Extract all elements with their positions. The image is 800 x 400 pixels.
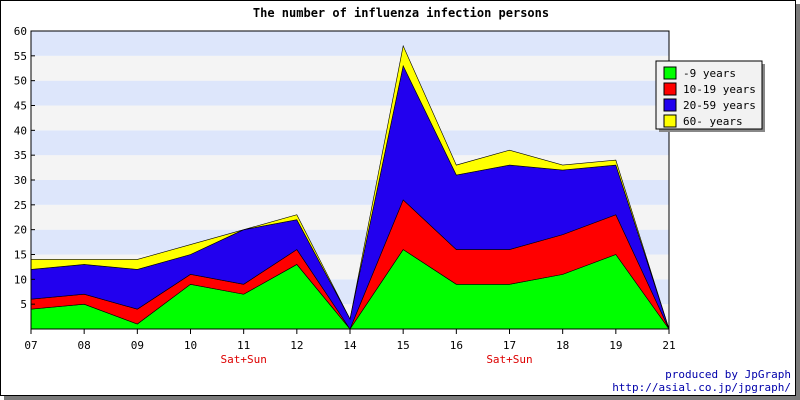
- x-tick-label: 19: [609, 339, 622, 352]
- legend-label: 20-59 years: [683, 99, 756, 112]
- y-tick-label: 30: [14, 174, 27, 187]
- y-tick-label: 5: [20, 298, 27, 311]
- grid-band: [31, 105, 669, 131]
- x-tick-label: 08: [78, 339, 91, 352]
- weekend-label: Sat+Sun: [220, 353, 266, 366]
- x-tick-label: 07: [24, 339, 37, 352]
- weekend-label: Sat+Sun: [486, 353, 532, 366]
- x-tick-label: 12: [290, 339, 303, 352]
- legend-swatch: [663, 98, 677, 112]
- x-tick-label: 14: [343, 339, 357, 352]
- y-tick-label: 35: [14, 149, 27, 162]
- x-tick-label: 11: [237, 339, 250, 352]
- chart-title: The number of influenza infection person…: [253, 6, 549, 20]
- y-tick-label: 60: [14, 25, 27, 38]
- grid-band: [31, 31, 669, 56]
- area-chart: The number of influenza infection person…: [14, 6, 765, 366]
- x-tick-label: 17: [503, 339, 516, 352]
- y-tick-label: 40: [14, 124, 27, 137]
- legend-swatch: [663, 82, 677, 96]
- legend-label: -9 years: [683, 67, 736, 80]
- legend-swatch: [663, 66, 677, 80]
- area-series-4: [30, 44, 670, 330]
- y-tick-label: 55: [14, 50, 27, 63]
- x-tick-label: 10: [184, 339, 197, 352]
- y-tick-label: 15: [14, 249, 27, 262]
- credit-line-1: produced by JpGraph: [665, 368, 791, 381]
- legend-label: 60- years: [683, 115, 743, 128]
- y-tick-label: 45: [14, 100, 27, 113]
- grid-band: [31, 55, 669, 81]
- x-tick-label: 16: [450, 339, 463, 352]
- credit-link[interactable]: http://asial.co.jp/jpgraph/: [612, 381, 791, 394]
- x-tick-label: 09: [131, 339, 144, 352]
- y-tick-label: 20: [14, 224, 27, 237]
- legend-label: 10-19 years: [683, 83, 756, 96]
- y-tick-label: 50: [14, 75, 27, 88]
- grid-band: [31, 80, 669, 106]
- y-tick-label: 25: [14, 199, 27, 212]
- grid-band: [31, 130, 669, 156]
- x-tick-label: 15: [397, 339, 410, 352]
- x-tick-label: 21: [662, 339, 675, 352]
- y-tick-label: 10: [14, 273, 27, 286]
- legend-swatch: [663, 114, 677, 128]
- x-tick-label: 18: [556, 339, 569, 352]
